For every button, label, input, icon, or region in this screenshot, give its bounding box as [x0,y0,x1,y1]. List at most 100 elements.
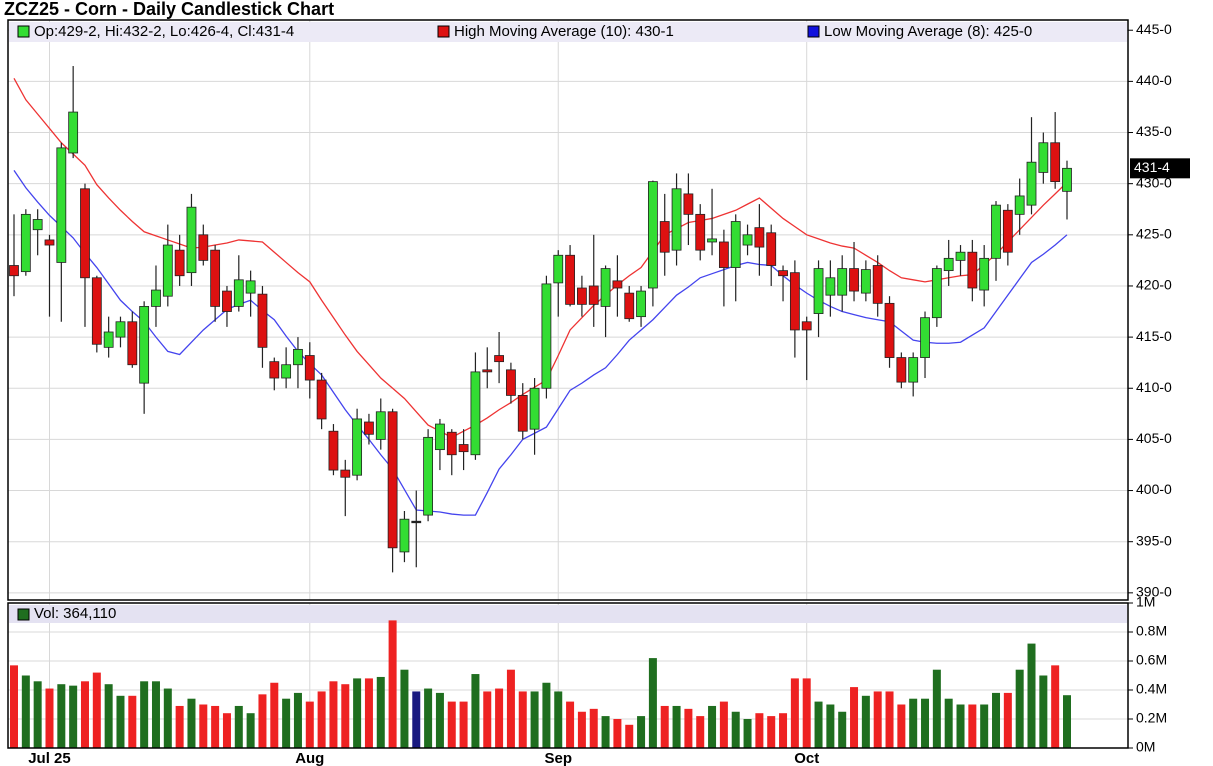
candle-body [991,204,1001,259]
x-tick-label: Sep [544,750,572,766]
price-panel-border [7,19,1129,601]
y-tick-label: 425-0 [1136,226,1172,242]
volume-bar [10,665,18,748]
candle-body [352,418,363,476]
candle-body [908,357,919,383]
legend-swatch [17,608,30,621]
volume-bar [305,701,314,748]
volume-bar [625,724,634,748]
candle-body [1014,195,1025,215]
volume-bar [932,669,941,748]
volume-bar [779,713,788,748]
volume-bar [80,681,89,748]
volume-bar [897,704,906,748]
candle-body [612,280,623,289]
y-tick-label: 410-0 [1136,379,1172,395]
candle-body [423,436,434,516]
volume-bar [885,691,894,748]
candle-body [636,290,646,318]
volume-bar [21,675,30,748]
volume-bar [826,704,835,748]
volume-bar [684,708,693,748]
volume-bar [459,701,468,748]
volume-bar [270,682,279,748]
candle-body [849,268,859,292]
candle-body [269,361,280,379]
y-tick-label: 390-0 [1136,584,1172,600]
legend-swatch [807,25,820,38]
volume-bar [518,691,527,748]
candle-body [1026,161,1037,206]
volume-bar [199,704,208,748]
volume-tick-label: 1M [1136,594,1155,610]
legend-label: Low Moving Average (8): 425-0 [824,23,1032,40]
candle-body [896,357,907,383]
volume-bar [1015,669,1024,748]
candle-body [931,268,942,319]
volume-bar [708,705,717,748]
y-tick-label: 405-0 [1136,430,1172,446]
volume-bar [755,713,764,748]
volume-bar [743,719,752,748]
volume-bar [353,678,362,748]
candle-body [162,244,173,297]
volume-bar [719,701,728,748]
candle-body [565,254,575,305]
volume-bar [613,719,622,748]
candle-body [659,221,670,253]
volume-bar [317,691,326,748]
candle-body [186,206,197,274]
candle-body [825,277,836,296]
volume-bar [731,711,740,748]
candle-body [328,430,339,471]
legend-band [9,22,1127,42]
volume-tick-label: 0.8M [1136,623,1167,639]
x-tick-label: Oct [794,750,819,766]
volume-bar [956,704,965,748]
candle-body [20,213,31,273]
candle-body [742,234,753,246]
legend-band [9,605,1127,623]
volume-bar [471,674,480,748]
y-tick-label: 435-0 [1136,123,1172,139]
legend-label: Op:429-2, Hi:432-2, Lo:426-4, Cl:431-4 [34,23,294,40]
candle-body [860,269,871,294]
volume-bar [33,681,42,748]
candle-body [411,520,422,524]
candle-body [647,181,658,289]
candle-body [304,355,315,381]
candle-body [80,188,90,279]
volume-tick-label: 0.4M [1136,681,1167,697]
candle-body [730,221,741,268]
candle-body [222,290,232,312]
candle-body [151,289,161,307]
volume-bar [293,692,302,748]
volume-bar [506,669,515,748]
legend-label: Vol: 364,110 [34,605,116,622]
candle-body [1038,142,1049,173]
candle-body [541,283,552,389]
candle-body [446,431,457,456]
candle-body [68,111,79,154]
candle-body [920,317,930,358]
candle-body [624,292,635,320]
candle-body [458,444,469,453]
candle-body [671,188,682,251]
volume-bar [554,691,563,748]
y-tick-label: 420-0 [1136,277,1172,293]
volume-bar [802,678,811,748]
volume-bar [116,695,125,748]
y-tick-label: 430-0 [1136,174,1172,190]
volume-bar [790,678,799,748]
candle-body [174,249,185,277]
volume-bar [128,695,137,748]
volume-bar [341,684,350,748]
volume-bar [921,698,930,748]
candle-body [707,238,717,243]
candle-body [470,371,481,456]
legend-label: High Moving Average (10): 430-1 [454,23,674,40]
volume-bar [944,698,953,748]
volume-bar [45,688,54,748]
volume-bar [1051,665,1060,748]
